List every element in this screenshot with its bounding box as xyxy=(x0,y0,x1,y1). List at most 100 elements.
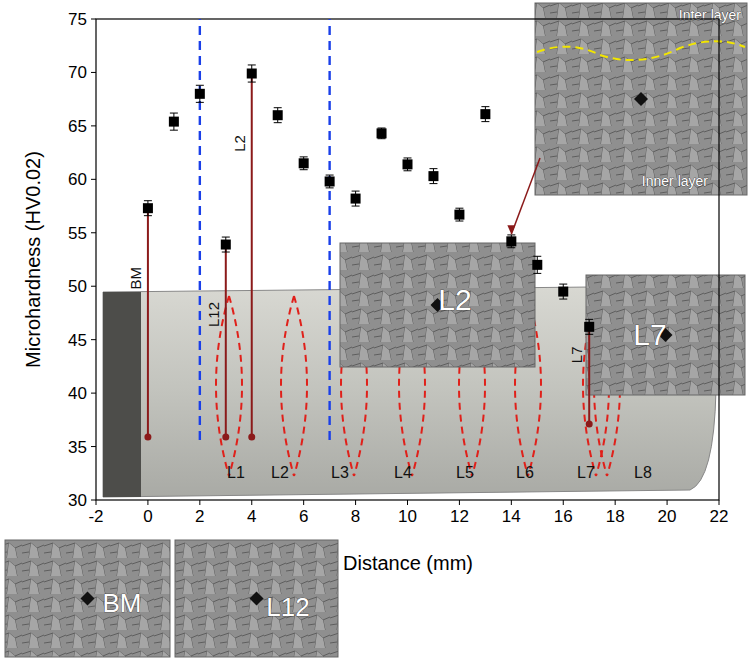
data-point xyxy=(221,240,231,250)
y-tick xyxy=(91,72,96,73)
x-tick-label: -2 xyxy=(88,507,103,526)
error-cap xyxy=(585,334,593,335)
y-tick-label: 30 xyxy=(68,491,87,510)
y-tick xyxy=(91,446,96,447)
y-tick-label: 50 xyxy=(68,277,87,296)
error-cap xyxy=(507,234,515,235)
error-cap xyxy=(248,64,256,65)
micrograph-l12: L12 xyxy=(175,540,338,657)
x-tick-label: 22 xyxy=(710,507,729,526)
plot-frame xyxy=(96,19,719,500)
micrograph xyxy=(340,243,535,367)
leader-line xyxy=(225,245,227,437)
y-tick xyxy=(91,500,96,501)
zone-label: L7 xyxy=(577,464,595,481)
error-cap xyxy=(144,200,152,201)
x-tick xyxy=(199,500,200,505)
data-point xyxy=(195,89,205,99)
x-tick-label: 6 xyxy=(299,507,308,526)
error-cap xyxy=(429,168,437,169)
leader-line xyxy=(251,74,253,437)
micrograph xyxy=(586,275,745,395)
error-cap xyxy=(274,122,282,123)
zone-label: L6 xyxy=(516,464,534,481)
micrograph-label: L12 xyxy=(266,592,309,622)
micrograph xyxy=(175,540,338,657)
y-tick-label: 35 xyxy=(68,438,87,457)
zone-label: L2 xyxy=(271,464,289,481)
leader-dot xyxy=(248,434,255,441)
data-point xyxy=(558,287,568,297)
micrograph-arrow xyxy=(511,158,540,234)
leader-line xyxy=(147,208,149,437)
data-point xyxy=(403,159,413,169)
micrograph-bm: BM xyxy=(5,540,170,657)
leader-dot xyxy=(144,434,151,441)
error-cap xyxy=(481,106,489,107)
error-cap xyxy=(481,121,489,122)
zone-label: L1 xyxy=(227,464,245,481)
indent xyxy=(250,592,264,606)
y-tick xyxy=(91,125,96,126)
x-tick xyxy=(96,500,97,505)
data-point xyxy=(247,69,257,79)
x-tick xyxy=(667,500,668,505)
x-tick xyxy=(719,500,720,505)
error-cap xyxy=(404,170,412,171)
annotation-label: L2 xyxy=(231,135,248,152)
error-cap xyxy=(352,191,360,192)
annotation-label: L12 xyxy=(205,302,222,327)
indent xyxy=(81,592,95,606)
micrograph-label: L2 xyxy=(438,283,471,316)
zone-label: L4 xyxy=(394,464,412,481)
error-cap xyxy=(559,284,567,285)
data-point xyxy=(584,322,594,332)
zone-label: L3 xyxy=(331,464,349,481)
x-tick xyxy=(615,500,616,505)
x-tick xyxy=(251,500,252,505)
error-cap xyxy=(248,82,256,83)
error-cap xyxy=(222,252,230,253)
plot-area xyxy=(143,19,594,441)
data-point xyxy=(299,158,309,168)
y-tick xyxy=(91,232,96,233)
error-cap xyxy=(352,206,360,207)
micrograph xyxy=(535,3,747,195)
zone-outline xyxy=(281,296,307,476)
y-tick xyxy=(91,179,96,180)
annotation-label: L7 xyxy=(568,346,585,363)
error-cap xyxy=(300,169,308,170)
error-cap xyxy=(404,157,412,158)
error-cap xyxy=(507,247,515,248)
y-tick xyxy=(91,19,96,20)
x-tick xyxy=(303,500,304,505)
x-tick-label: 18 xyxy=(606,507,625,526)
x-tick xyxy=(147,500,148,505)
data-point xyxy=(428,171,438,181)
y-axis-title: Microhardness (HV0.02) xyxy=(22,151,44,368)
x-tick xyxy=(511,500,512,505)
data-point xyxy=(169,117,179,127)
x-tick xyxy=(407,500,408,505)
error-cap xyxy=(326,187,334,188)
x-tick-label: 20 xyxy=(658,507,677,526)
error-cap xyxy=(429,183,437,184)
error-cap xyxy=(144,215,152,216)
micrograph xyxy=(5,540,170,657)
y-tick-label: 60 xyxy=(68,170,87,189)
data-point xyxy=(480,109,490,119)
y-tick xyxy=(91,286,96,287)
error-cap xyxy=(170,130,178,131)
reference-line xyxy=(328,19,330,440)
error-cap xyxy=(170,113,178,114)
data-point xyxy=(454,210,464,220)
micrograph-label: Inner layer xyxy=(642,173,708,189)
data-point xyxy=(143,203,153,213)
leader-dot xyxy=(586,421,593,428)
y-tick-label: 70 xyxy=(68,63,87,82)
error-cap xyxy=(533,256,541,257)
zone-label: L8 xyxy=(634,464,652,481)
error-cap xyxy=(300,156,308,157)
x-tick-label: 16 xyxy=(554,507,573,526)
arrow-head xyxy=(507,225,515,234)
